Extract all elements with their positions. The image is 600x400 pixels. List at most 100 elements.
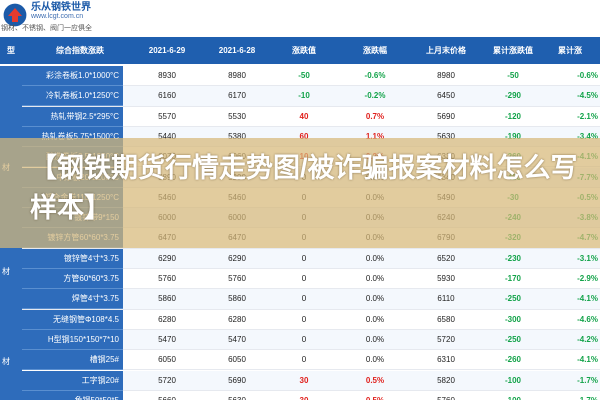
table-row[interactable]: 无缝钢管Φ108*4.5 6280 6280 0 0.0% 6580 -300 -4.6% xyxy=(22,309,600,330)
last-month-price-cell: 6310 xyxy=(437,355,455,365)
change-pct-cell: 0.5% xyxy=(365,375,385,385)
table-row[interactable]: 槽钢25# 6050 6050 0 0.0% 6310 -260 -4.1% xyxy=(22,350,600,371)
category-label: 材 xyxy=(2,357,10,366)
table-row[interactable]: 方管60*60*3.75 5760 5760 0 0.0% 5930 -170 -2.9% xyxy=(22,269,600,290)
last-month-price-cell: 6520 xyxy=(437,253,455,263)
header-product: 综合指数涨跌 xyxy=(56,46,104,55)
last-month-price-cell: 5630 xyxy=(437,131,455,141)
table-row[interactable]: 镀锌管4寸*3.75 6290 6290 0 0.0% 6520 -230 -3.1% xyxy=(22,248,600,269)
product-name-cell: H型钢150*150*7*10 xyxy=(22,329,123,350)
price-date-2-cell: 5860 xyxy=(228,294,246,304)
header-change: 涨跌值 xyxy=(292,46,316,55)
price-date-1-cell: 5760 xyxy=(158,274,176,283)
product-name-cell: 方管60*60*3.75 xyxy=(22,269,123,289)
last-month-price-cell: 5930 xyxy=(437,274,455,283)
price-date-2-cell: 6050 xyxy=(228,355,246,365)
header-last-month-price: 上月末价格 xyxy=(426,46,466,55)
change-cell: 30 xyxy=(299,375,309,385)
cumulative-change-cell: -250 xyxy=(504,334,521,344)
table-header: 型 综合指数涨跌 2021-6-29 2021-6-28 涨跌值 涨跌幅 上月末… xyxy=(0,37,600,64)
site-header: 乐从钢铁世界 www.lcgt.com.cn 钢材、不锈钢、阀门一应俱全 xyxy=(0,0,600,36)
change-pct-cell: 0.5% xyxy=(336,391,414,400)
banner-title: 【钢铁期货行情走势图/被诈骗报案材料怎么写样本】 xyxy=(30,153,578,223)
change-pct-cell: 0.0% xyxy=(365,355,385,365)
table-row[interactable]: 彩涂卷板1.0*1000°C 8930 8980 -50 -0.6% 8980 -50 -0.… xyxy=(22,66,600,87)
cumulative-change-cell: -190 xyxy=(504,131,521,141)
change-pct-cell: 0.0% xyxy=(365,334,385,344)
product-name-cell: 无缝钢管Φ108*4.5 xyxy=(22,309,123,330)
header-change-pct: 涨跌幅 xyxy=(363,46,387,55)
table-row[interactable]: H型钢150*150*7*10 5470 5470 0 0.0% 5720 -250 -4.2… xyxy=(22,329,600,351)
product-name-cell: 镀锌管4寸*3.75 xyxy=(22,248,123,269)
cumulative-change-cell: -50 xyxy=(507,71,519,80)
table-row[interactable]: 冷轧卷板1.0*1250°C 6160 6170 -10 -0.2% 6450 -290 -4… xyxy=(22,86,600,107)
cumulative-change-cell: -100 xyxy=(504,375,521,385)
price-date-1-cell: 5570 xyxy=(158,111,176,121)
lecong-logo-icon[interactable] xyxy=(2,2,28,28)
price-date-1-cell: 6050 xyxy=(158,355,176,365)
product-name-cell: 彩涂卷板1.0*1000°C xyxy=(22,66,123,86)
cumulative-change-cell: -230 xyxy=(504,253,521,263)
table-row[interactable]: 热轧带钢2.5*295°C 5570 5530 40 0.7% 5690 -120 -2.1% xyxy=(22,106,600,127)
price-date-2-cell: 5530 xyxy=(228,111,246,121)
cumulative-change-cell: -260 xyxy=(504,355,521,365)
header-cumulative-change: 累计涨跌值 xyxy=(493,46,533,55)
last-month-price-cell: 5720 xyxy=(437,334,455,344)
header-date-2: 2021-6-28 xyxy=(218,46,256,55)
cumulative-change-cell: -250 xyxy=(504,294,521,304)
change-cell: -10 xyxy=(298,91,310,101)
product-name-cell: 槽钢25# xyxy=(22,350,123,371)
change-pct-cell: 0.0% xyxy=(365,314,385,324)
site-name[interactable]: 乐从钢铁世界 xyxy=(31,2,91,13)
category-label: 材 xyxy=(2,267,10,276)
change-pct-cell: 1.1% xyxy=(365,131,385,141)
table-row[interactable]: 工字钢20# 5720 5690 30 0.5% 5820 -100 -1.7% xyxy=(22,370,600,391)
cumulative-pct-cell: -1.7% xyxy=(577,375,598,385)
product-name-cell: 冷轧卷板1.0*1250°C xyxy=(22,86,123,107)
header-category: 型 xyxy=(7,46,15,55)
table-row[interactable]: 角钢50*50*5 56605630300.5%5760-100-1.7% xyxy=(22,390,600,400)
price-date-2-cell: 8980 xyxy=(228,71,246,80)
cumulative-pct-cell: -2.1% xyxy=(577,111,598,121)
header-date-1: 2021-6-29 xyxy=(148,46,186,55)
price-date-1-cell: 8930 xyxy=(158,71,176,80)
cumulative-pct-cell: -4.1% xyxy=(577,294,598,304)
product-name-cell: 热轧带钢2.5*295°C xyxy=(22,106,123,127)
cumulative-change-cell: -120 xyxy=(504,111,521,121)
site-url[interactable]: www.lcgt.com.cn xyxy=(31,13,84,20)
price-date-2-cell: 5380 xyxy=(228,131,246,141)
price-date-2-cell: 6290 xyxy=(228,253,246,263)
change-pct-cell: -0.2% xyxy=(364,91,386,101)
price-date-1-cell: 6160 xyxy=(158,91,176,101)
last-month-price-cell: 6580 xyxy=(437,314,455,324)
cumulative-pct-cell: -3.1% xyxy=(577,253,598,263)
change-pct-cell: 0.0% xyxy=(365,274,385,283)
change-cell: 0 xyxy=(301,294,307,304)
cumulative-pct-cell: -4.5% xyxy=(577,91,598,101)
cumulative-pct-cell: -4.2% xyxy=(577,334,598,344)
change-cell: 0 xyxy=(301,253,307,263)
cumulative-change-cell: -300 xyxy=(504,314,521,324)
cumulative-pct-cell: -0.6% xyxy=(577,71,598,80)
price-date-2-cell: 5690 xyxy=(228,375,246,385)
last-month-price-cell: 6450 xyxy=(437,91,455,101)
price-date-2-cell: 5630 xyxy=(202,391,272,400)
change-cell: 0 xyxy=(301,274,307,283)
cumulative-pct-cell: -2.9% xyxy=(577,274,598,283)
change-cell: -50 xyxy=(298,71,310,80)
cumulative-pct-cell: -4.6% xyxy=(577,314,598,324)
change-cell: 0 xyxy=(301,355,307,365)
price-date-1-cell: 5470 xyxy=(158,334,176,344)
price-date-2-cell: 6280 xyxy=(228,314,246,324)
last-month-price-cell: 6110 xyxy=(437,294,455,304)
product-name-cell: 工字钢20# xyxy=(22,370,123,391)
product-name-cell: 焊管4寸*3.75 xyxy=(22,289,123,310)
cumulative-change-cell: -100 xyxy=(478,391,548,400)
cumulative-pct-cell: -1.7% xyxy=(548,391,600,400)
table-row[interactable]: 焊管4寸*3.75 5860 5860 0 0.0% 6110 -250 -4.1% xyxy=(22,289,600,310)
change-cell: 0 xyxy=(301,314,307,324)
change-pct-cell: -0.6% xyxy=(364,71,386,80)
header-cumulative-pct: 累计涨 xyxy=(558,46,582,55)
cumulative-pct-cell: -3.4% xyxy=(577,131,598,141)
price-date-1-cell: 5660 xyxy=(132,391,202,400)
